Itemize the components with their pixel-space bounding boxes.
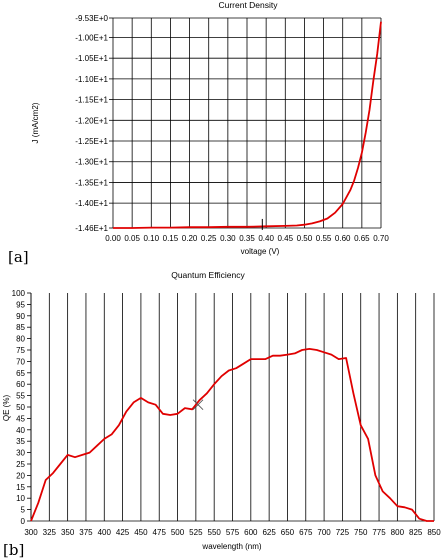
chart-b-xtick-label: 800 xyxy=(391,528,405,537)
chart-b-ytick-label: 40 xyxy=(16,426,25,435)
chart-b-ytick-label: 75 xyxy=(16,346,25,355)
chart-b-xtick-label: 475 xyxy=(153,528,167,537)
chart-b-ytick-label: 10 xyxy=(16,494,25,503)
chart-a-xtick-label: 0.70 xyxy=(373,234,389,243)
chart-b-xtick-label: 650 xyxy=(281,528,295,537)
chart-b-xtick-label: 425 xyxy=(116,528,130,537)
chart-a-title: Current Density xyxy=(218,0,278,10)
chart-a-ytick-label: -1.35E+1 xyxy=(75,178,108,187)
chart-b-ytick-label: 65 xyxy=(16,369,25,378)
chart-a-ytick-label: -1.46E+1 xyxy=(75,224,108,233)
chart-a-xtick-label: 0.05 xyxy=(124,234,140,243)
chart-b-xtick-label: 550 xyxy=(208,528,222,537)
chart-a-xtick-label: 0.45 xyxy=(277,234,293,243)
chart-b-xtick-label: 500 xyxy=(171,528,185,537)
chart-a-ytick-label: -1.00E+1 xyxy=(75,33,108,42)
chart-b-ytick-label: 70 xyxy=(16,357,25,366)
chart-b-xtick-label: 675 xyxy=(299,528,313,537)
chart-b-xtick-label: 400 xyxy=(98,528,112,537)
chart-b-ytick-label: 25 xyxy=(16,460,25,469)
chart-b-xtick-label: 600 xyxy=(244,528,258,537)
chart-b-series-line xyxy=(30,347,434,522)
chart-b-xtick-label: 775 xyxy=(372,528,386,537)
chart-b-xtick-label: 375 xyxy=(79,528,93,537)
chart-a-ytick-label: -9.53E+0 xyxy=(75,14,108,23)
chart-current-density: Current Density -9.53E+0 -1.00E+1 -1.05E+1… xyxy=(31,0,389,256)
chart-a-xtick-label: 0.35 xyxy=(239,234,255,243)
chart-b-ytick-label: 90 xyxy=(16,312,25,321)
chart-b-ytick-label: 5 xyxy=(21,506,26,515)
chart-a-xtick-label: 0.55 xyxy=(316,234,332,243)
panel-label-a: [a] xyxy=(8,248,29,266)
chart-b-xlabel: wavelength (nm) xyxy=(201,542,261,551)
chart-a-ytick-label: -1.10E+1 xyxy=(75,75,108,84)
chart-a-xtick-label: 0.00 xyxy=(105,234,121,243)
chart-a-ylabel: J (mA/cm2) xyxy=(31,102,40,143)
chart-b-ytick-label: 60 xyxy=(16,380,25,389)
chart-b-xtick-label: 825 xyxy=(409,528,423,537)
chart-a-xlabel: voltage (V) xyxy=(241,247,280,256)
chart-a-xtick-label: 0.15 xyxy=(163,234,179,243)
chart-a-xtick-label: 0.30 xyxy=(220,234,236,243)
chart-b-xtick-label: 700 xyxy=(317,528,331,537)
chart-a-ytick-label: -1.30E+1 xyxy=(75,158,108,167)
chart-a-xtick-label: 0.20 xyxy=(182,234,198,243)
chart-a-ytick-label: -1.40E+1 xyxy=(75,199,108,208)
chart-b-xtick-label: 725 xyxy=(336,528,350,537)
chart-a-ytick-label: -1.20E+1 xyxy=(75,116,108,125)
chart-b-ytick-label: 20 xyxy=(16,471,25,480)
chart-a-xtick-label: 0.65 xyxy=(354,234,370,243)
chart-b-xtick-label: 625 xyxy=(262,528,276,537)
chart-b-ytick-label: 15 xyxy=(16,483,25,492)
chart-b-xtick-label: 525 xyxy=(189,528,203,537)
chart-b-ytick-label: 55 xyxy=(16,392,25,401)
chart-b-ytick-label: 80 xyxy=(16,335,25,344)
chart-b-ytick-label: 35 xyxy=(16,437,25,446)
chart-a-xtick-label: 0.50 xyxy=(297,234,313,243)
chart-b-ytick-label: 50 xyxy=(16,403,25,412)
chart-b-title: Quantum Efficiency xyxy=(171,270,245,280)
chart-b-xtick-label: 350 xyxy=(61,528,75,537)
chart-b-ytick-label: 30 xyxy=(16,449,25,458)
chart-b-xtick-label: 850 xyxy=(427,528,441,537)
chart-b-xtick-label: 450 xyxy=(134,528,148,537)
chart-a-series-line xyxy=(113,21,382,229)
chart-a-ytick-label: -1.15E+1 xyxy=(75,96,108,105)
chart-a-ytick-label: -1.05E+1 xyxy=(75,54,108,63)
chart-a-xtick-label: 0.10 xyxy=(143,234,159,243)
chart-a-ytick-label: -1.25E+1 xyxy=(75,137,108,146)
chart-a-xtick-label: 0.25 xyxy=(201,234,217,243)
chart-b-xtick-label: 575 xyxy=(226,528,240,537)
chart-b-cursor-marker xyxy=(192,399,204,411)
chart-b-xtick-label: 300 xyxy=(24,528,38,537)
chart-quantum-efficiency: Quantum Efficiency 0 5 10 15 20 25 30 35 40 45 50 5… xyxy=(2,270,441,551)
chart-a-xtick-label: 0.40 xyxy=(258,234,274,243)
chart-b-ytick-label: 45 xyxy=(16,414,25,423)
chart-b-ytick-label: 95 xyxy=(16,300,25,309)
panel-label-b: [b] xyxy=(3,541,24,559)
chart-b-ytick-label: 100 xyxy=(12,289,26,298)
chart-b-ytick-label: 0 xyxy=(21,517,26,526)
chart-b-ylabel: QE (%) xyxy=(2,395,11,422)
chart-b-ytick-label: 85 xyxy=(16,323,25,332)
chart-a-xtick-label: 0.60 xyxy=(335,234,351,243)
chart-b-xtick-label: 750 xyxy=(354,528,368,537)
chart-b-xtick-label: 325 xyxy=(43,528,57,537)
